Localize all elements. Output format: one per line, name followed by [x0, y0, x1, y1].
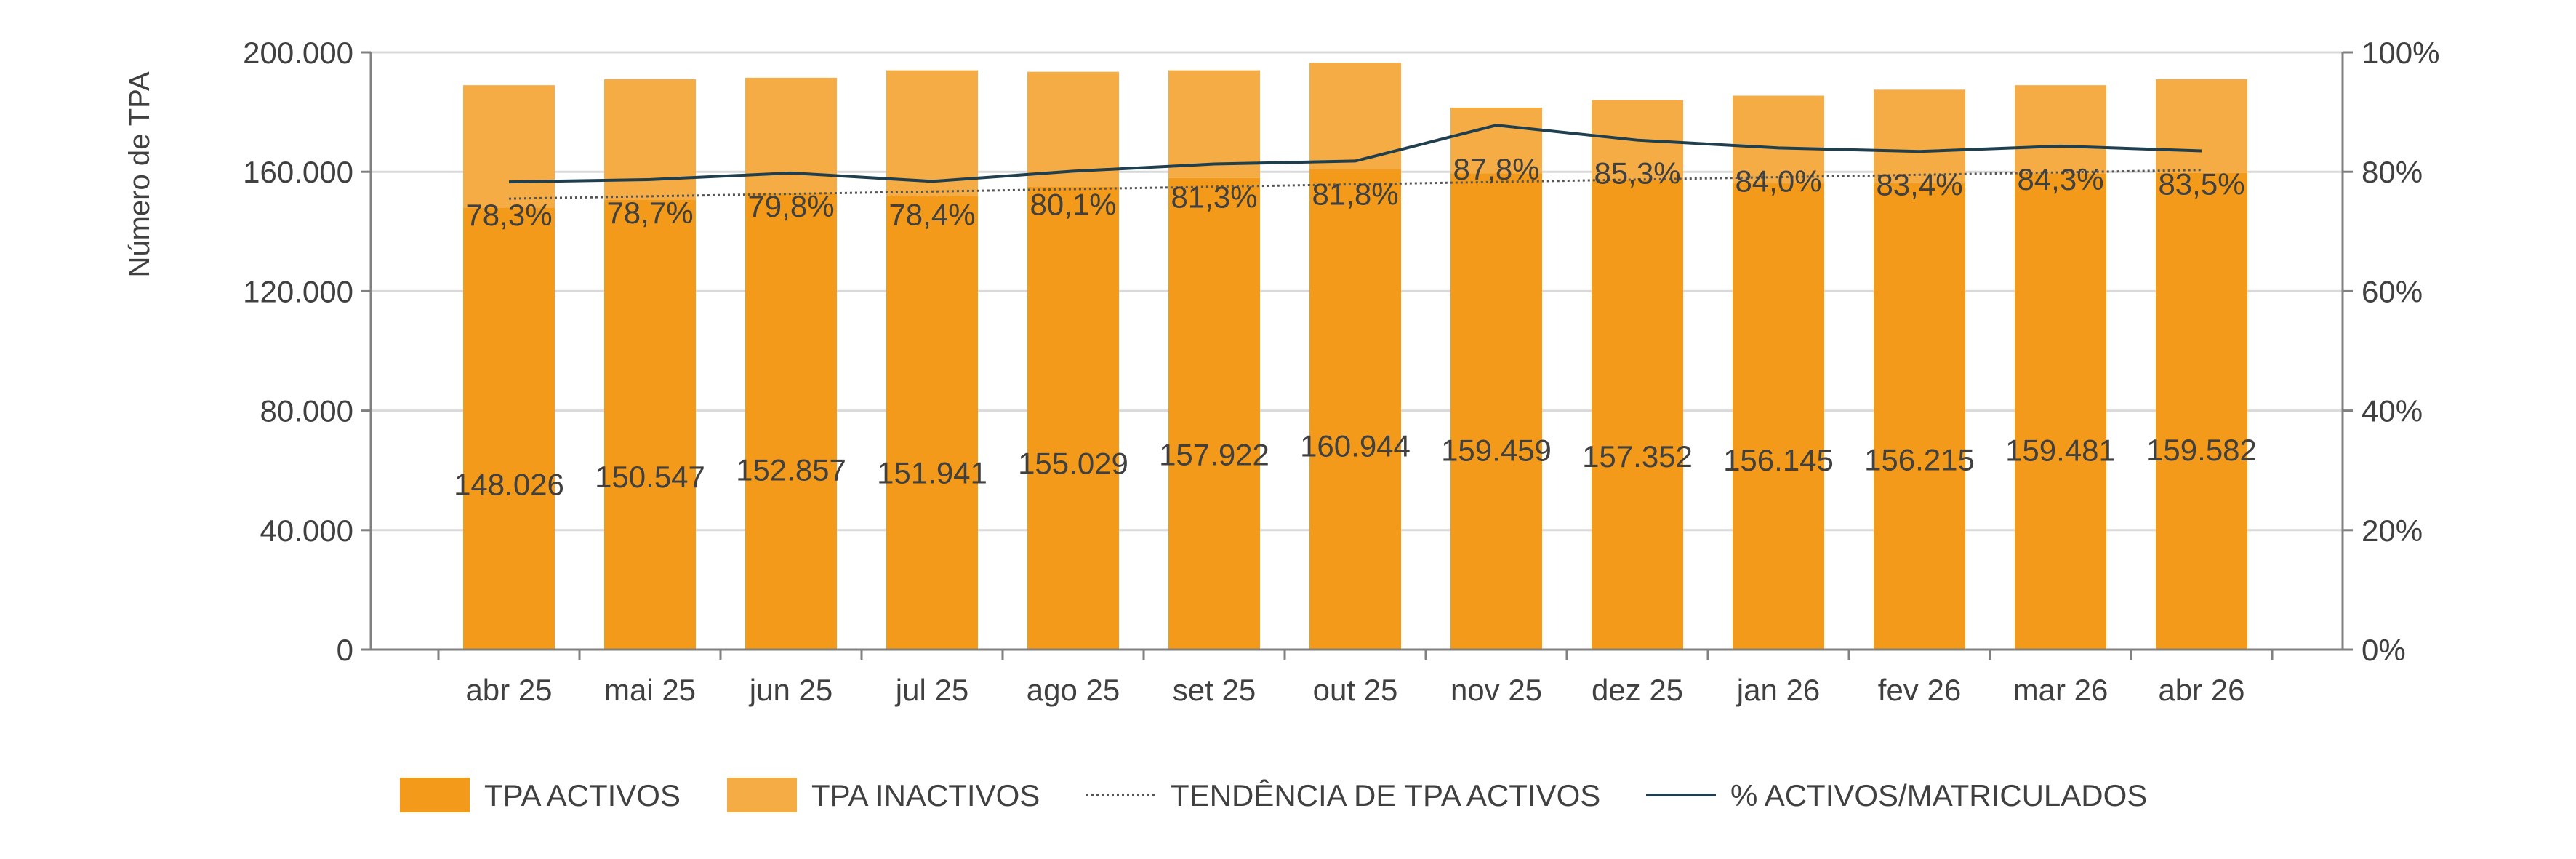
pct-value-label: 78,7% [606, 196, 693, 230]
x-tick-label: jul 25 [894, 673, 968, 707]
legend-item: % ACTIVOS/MATRICULADOS [1646, 778, 2147, 812]
x-tick-label: jun 25 [748, 673, 832, 707]
y2-tick-label: 0% [2362, 633, 2406, 667]
y-tick-label: 120.000 [243, 274, 353, 308]
bar-tpa-activos [1309, 169, 1401, 650]
bar-value-label: 151.941 [877, 455, 987, 490]
bar-tpa-inactivos [1450, 107, 1542, 174]
pct-value-label: 81,8% [1312, 177, 1398, 211]
y-tick-label: 200.000 [243, 36, 353, 70]
bar-tpa-activos [2015, 173, 2106, 650]
y2-tick-label: 60% [2362, 274, 2423, 308]
bar-value-label: 159.582 [2146, 433, 2257, 467]
x-tick-label: abr 26 [2158, 673, 2244, 707]
y2-tick-label: 40% [2362, 394, 2423, 428]
pct-value-label: 87,8% [1453, 152, 1539, 186]
x-tick-label: out 25 [1313, 673, 1398, 707]
pct-value-label: 78,4% [888, 197, 975, 231]
bar-tpa-activos [2156, 172, 2247, 650]
bar-tpa-inactivos [1168, 70, 1260, 178]
bar-tpa-inactivos [1874, 89, 1965, 183]
trend-line [508, 169, 2202, 200]
y2-tick-label: 80% [2362, 155, 2423, 189]
x-tick-label: nov 25 [1450, 673, 1542, 707]
bar-value-label: 160.944 [1300, 428, 1411, 463]
bar-value-label: 150.547 [595, 460, 705, 494]
pct-line [508, 124, 2202, 184]
bar-tpa-activos [1733, 183, 1824, 650]
bar-value-label: 148.026 [454, 467, 564, 501]
pct-value-label: 84,0% [1735, 164, 1821, 198]
x-tick-label: set 25 [1173, 673, 1256, 707]
legend-swatch [400, 778, 470, 812]
y2-tick-label: 20% [2362, 514, 2423, 548]
legend: TPA ACTIVOS TPA INACTIVOS TENDÊNCIA DE TPA… [400, 778, 2147, 812]
legend-label: TPA INACTIVOS [811, 778, 1040, 812]
bars [463, 63, 2247, 650]
pct-value-label: 81,3% [1171, 180, 1257, 215]
y-tick-label: 80.000 [260, 394, 353, 428]
bar-value-label: 155.029 [1018, 447, 1128, 481]
y-tick-label: 0 [337, 633, 353, 667]
bar-tpa-activos [745, 193, 837, 650]
legend-item: TPA INACTIVOS [727, 778, 1040, 812]
bar-tpa-activos [1450, 173, 1542, 650]
pct-value-label: 85,3% [1594, 156, 1680, 191]
bar-value-label: 159.481 [2005, 433, 2116, 467]
lines [508, 124, 2202, 200]
x-tick-label: ago 25 [1027, 673, 1120, 707]
legend-label: TPA ACTIVOS [484, 778, 681, 812]
y-tick-label: 160.000 [243, 155, 353, 189]
x-tick-label: jan 26 [1736, 673, 1820, 707]
pct-value-label: 84,3% [2017, 162, 2103, 196]
x-tick-label: mar 26 [2013, 673, 2108, 707]
bar-tpa-inactivos [1027, 71, 1119, 187]
pct-value-label: 83,4% [1876, 167, 1962, 201]
x-tick-label: abr 25 [465, 673, 552, 707]
bar-value-label: 156.145 [1723, 443, 1834, 477]
bar-tpa-activos [463, 207, 555, 650]
bar-value-label: 159.459 [1441, 433, 1552, 467]
legend-item: TPA ACTIVOS [400, 778, 681, 812]
x-tick-label: mai 25 [604, 673, 696, 707]
bar-tpa-activos [604, 200, 696, 650]
bar-tpa-inactivos [886, 70, 978, 196]
bar-tpa-activos [1874, 183, 1965, 650]
bar-value-label: 157.922 [1159, 438, 1269, 472]
legend-swatch [727, 778, 797, 812]
legend-label: TENDÊNCIA DE TPA ACTIVOS [1171, 778, 1600, 812]
y-tick-label: 40.000 [260, 514, 353, 548]
x-tick-label: fev 26 [1878, 673, 1961, 707]
legend-item: TENDÊNCIA DE TPA ACTIVOS [1086, 778, 1600, 812]
axes: 0 0% 40.000 20% 80.000 40% 120.000 60% 160.000 80… [243, 36, 2439, 707]
legend-label: % ACTIVOS/MATRICULADOS [1730, 778, 2147, 812]
data-labels: 148.026 150.547 152.857 151.941 155.029 157.9… [454, 152, 2257, 501]
bar-tpa-inactivos [2156, 79, 2247, 173]
bar-tpa-activos [886, 196, 978, 650]
bar-tpa-activos [1027, 186, 1119, 650]
y2-tick-label: 100% [2362, 36, 2439, 70]
y-axis-title: Número de TPA [124, 71, 156, 277]
pct-value-label: 79,8% [747, 189, 834, 223]
bar-tpa-activos [1592, 180, 1683, 650]
pct-value-label: 83,5% [2158, 167, 2244, 201]
bar-tpa-inactivos [1309, 63, 1401, 169]
bar-value-label: 157.352 [1582, 439, 1693, 474]
pct-value-label: 78,3% [465, 198, 552, 232]
bar-tpa-activos [1168, 177, 1260, 650]
pct-value-label: 80,1% [1030, 187, 1116, 221]
bar-value-label: 156.215 [1864, 443, 1975, 477]
x-tick-label: dez 25 [1592, 673, 1683, 707]
bar-value-label: 152.857 [736, 453, 846, 487]
bar-tpa-inactivos [1733, 95, 1824, 184]
bar-tpa-inactivos [604, 79, 696, 201]
bar-tpa-inactivos [463, 85, 555, 208]
bar-tpa-inactivos [2015, 85, 2106, 174]
